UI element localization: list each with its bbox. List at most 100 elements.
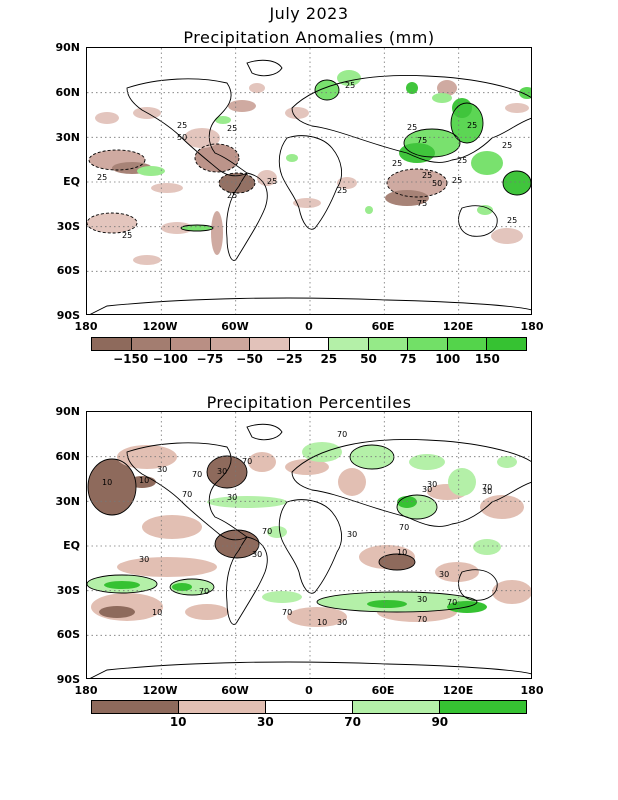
contour-label: 30 bbox=[482, 487, 492, 496]
contour-label: 75 bbox=[417, 199, 427, 208]
percentile-colorbar bbox=[91, 700, 527, 714]
contour-label: 50 bbox=[177, 133, 187, 142]
colorbar-label: −150 bbox=[113, 352, 149, 366]
anomaly-map-graphic: 25 25 25 25 25 25 50 75 25 25 25 25 25 2… bbox=[87, 48, 531, 314]
contour-label: 25 bbox=[467, 121, 477, 130]
lon-label-180w: 180 bbox=[74, 684, 98, 697]
colorbar-cell bbox=[92, 338, 132, 350]
colorbar-label: 25 bbox=[320, 352, 338, 366]
lon-label-120w: 120W bbox=[142, 320, 178, 333]
lon-label-60e: 60E bbox=[371, 320, 395, 333]
contour-label: 25 bbox=[392, 159, 402, 168]
colorbar-cell bbox=[266, 701, 353, 713]
contour-label: 25 bbox=[457, 156, 467, 165]
contour-label: 70 bbox=[337, 430, 347, 439]
colorbar-cell bbox=[487, 338, 527, 350]
lon-label-60w: 60W bbox=[221, 684, 249, 697]
contour-label: 70 bbox=[199, 587, 209, 596]
lat-label-90s: 90S bbox=[56, 673, 80, 686]
colorbar-label: 90 bbox=[431, 715, 449, 729]
anomaly-shading bbox=[87, 70, 531, 265]
figure-title: July 2023 bbox=[269, 4, 349, 23]
lon-label-60e: 60E bbox=[371, 684, 395, 697]
contour-label: 75 bbox=[417, 136, 427, 145]
coastlines bbox=[89, 423, 531, 678]
lat-label-eq: EQ bbox=[63, 175, 80, 188]
lat-label-30s: 30S bbox=[56, 220, 80, 233]
contour-label: 70 bbox=[262, 527, 272, 536]
lon-label-0: 0 bbox=[305, 684, 313, 697]
lat-label-60s: 60S bbox=[56, 628, 80, 641]
colorbar-cell bbox=[92, 701, 179, 713]
colorbar-label: −25 bbox=[275, 352, 303, 366]
contour-label: 70 bbox=[192, 470, 202, 479]
contour-label: 10 bbox=[317, 618, 327, 627]
contour-label: 25 bbox=[227, 124, 237, 133]
contour-label: 10 bbox=[102, 478, 112, 487]
contour-label: 25 bbox=[122, 231, 132, 240]
colorbar-cell bbox=[353, 701, 440, 713]
contour-label: 30 bbox=[139, 555, 149, 564]
contour-label: 70 bbox=[399, 523, 409, 532]
contour-label: 25 bbox=[267, 177, 277, 186]
lat-label-90n: 90N bbox=[55, 41, 80, 54]
contour-label: 25 bbox=[97, 173, 107, 182]
lon-label-60w: 60W bbox=[221, 320, 249, 333]
contour-label: 25 bbox=[422, 171, 432, 180]
contour-label: 25 bbox=[507, 216, 517, 225]
colorbar-cell bbox=[179, 701, 266, 713]
colorbar-label: −75 bbox=[196, 352, 224, 366]
graticule bbox=[87, 48, 531, 314]
contour-label: 25 bbox=[452, 176, 462, 185]
anomaly-contours bbox=[87, 143, 448, 234]
lon-label-120w: 120W bbox=[142, 684, 178, 697]
colorbar-label: −50 bbox=[236, 352, 263, 366]
contour-label: 10 bbox=[152, 608, 162, 617]
contour-label: 70 bbox=[282, 608, 292, 617]
lat-label-90s: 90S bbox=[56, 309, 80, 322]
colorbar-label: 75 bbox=[399, 352, 417, 366]
colorbar-cell bbox=[329, 338, 369, 350]
lat-label-30n: 30N bbox=[55, 495, 80, 508]
contour-label: 30 bbox=[157, 465, 167, 474]
contour-label: 25 bbox=[345, 81, 355, 90]
contour-label: 70 bbox=[417, 615, 427, 624]
lat-label-60s: 60S bbox=[56, 264, 80, 277]
contour-label: 30 bbox=[347, 530, 357, 539]
contour-label: 30 bbox=[227, 493, 237, 502]
anomaly-map: 25 25 25 25 25 25 50 75 25 25 25 25 25 2… bbox=[86, 47, 532, 315]
lon-label-180e: 180 bbox=[520, 684, 544, 697]
contour-label: 70 bbox=[182, 490, 192, 499]
contour-label: 30 bbox=[337, 618, 347, 627]
lat-label-30n: 30N bbox=[55, 131, 80, 144]
lat-label-30s: 30S bbox=[56, 584, 80, 597]
colorbar-cell bbox=[250, 338, 290, 350]
percentile-shading bbox=[87, 442, 531, 628]
contour-label: 25 bbox=[407, 123, 417, 132]
colorbar-cell bbox=[408, 338, 448, 350]
coastlines bbox=[89, 59, 531, 314]
percentile-map: 10 10 30 30 70 70 30 70 70 30 70 30 10 3… bbox=[86, 411, 532, 679]
contour-label: 10 bbox=[139, 476, 149, 485]
contour-label: 30 bbox=[439, 570, 449, 579]
colorbar-cell bbox=[368, 338, 409, 350]
lat-label-90n: 90N bbox=[55, 405, 80, 418]
lon-label-0: 0 bbox=[305, 320, 313, 333]
lat-label-60n: 60N bbox=[55, 86, 80, 99]
contour-label: 10 bbox=[397, 548, 407, 557]
lon-label-120e: 120E bbox=[442, 320, 474, 333]
lon-label-120e: 120E bbox=[442, 684, 474, 697]
percentile-map-graphic: 10 10 30 30 70 70 30 70 70 30 70 30 10 3… bbox=[87, 412, 531, 678]
colorbar-cell bbox=[210, 338, 251, 350]
contour-label: 30 bbox=[252, 550, 262, 559]
colorbar-label: 100 bbox=[435, 352, 461, 366]
lat-label-eq: EQ bbox=[63, 539, 80, 552]
contour-label: 70 bbox=[482, 483, 492, 492]
lon-label-180w: 180 bbox=[74, 320, 98, 333]
contour-label: 70 bbox=[447, 598, 457, 607]
colorbar-label: 50 bbox=[360, 352, 377, 366]
colorbar-label: 10 bbox=[169, 715, 187, 729]
anomaly-colorbar bbox=[91, 337, 527, 351]
percentile-contour-labels: 10 10 30 30 70 70 30 70 70 30 70 30 10 3… bbox=[102, 430, 492, 627]
contour-label: 70 bbox=[242, 457, 252, 466]
